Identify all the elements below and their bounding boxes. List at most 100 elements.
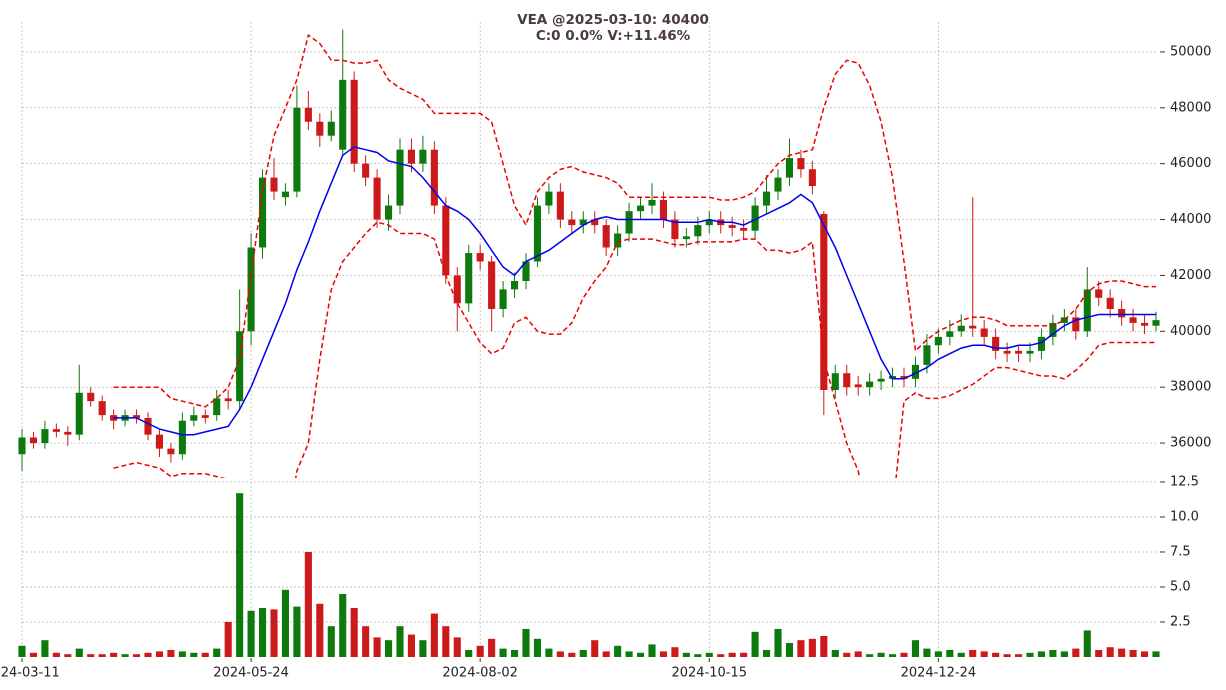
volume-bar [384,640,393,657]
volume-bar [866,654,874,657]
candle-body [178,420,186,455]
volume-bar [270,609,278,657]
candle-body [476,253,484,262]
volume-bar [877,652,885,657]
candle-body [1095,289,1103,298]
volume-bar [110,652,118,657]
x-tick-label: 2024-08-02 [442,666,518,681]
y-tick-label: 12.5 [1170,474,1199,489]
candle-body [682,236,690,240]
candle-body [327,121,335,136]
volume-bar [636,652,645,657]
volume-bar [533,638,542,657]
candle-body [1152,320,1160,326]
candle-body [362,163,370,178]
candle-body [339,79,347,150]
volume-bar [476,645,484,657]
volume-bar [499,648,507,657]
volume-bar [1037,651,1046,657]
volume-bar [201,652,209,657]
candle-body [87,392,95,402]
volume-bar [946,649,954,657]
volume-bar [614,645,622,657]
volume-bar [350,607,358,657]
axes-layer: 36000 38000 40000 42000 44000 46000 48000 50000… [0,44,1211,680]
candle-body [144,417,152,435]
volume-bar [808,638,816,657]
volume-bar [178,651,186,657]
volume-bar [510,649,519,657]
y-tick-label: 2.5 [1170,614,1191,629]
volume-bar [213,648,221,657]
candle-body [980,328,988,337]
candle-body [740,227,748,231]
volume-bar [957,652,965,657]
volume-bar [362,626,370,657]
candle-body [923,345,931,365]
volume-bar [18,645,26,657]
candle-body [190,415,198,421]
volume-bar [247,610,255,657]
candle-body [373,177,381,220]
volume-bar [430,613,438,657]
volume-bar [648,644,656,657]
volume-bar [453,637,461,657]
candle-body [64,431,72,435]
candle-body [213,398,221,416]
candle-body [774,177,782,192]
candle-body [820,213,828,390]
candle-body [293,107,301,192]
x-tick-label: 2024-10-15 [671,666,747,681]
volume-bar [980,651,988,657]
volume-bar [1118,648,1126,657]
volume-bar [888,654,897,657]
y-tick-label: 46000 [1170,156,1211,171]
volume-bar [407,634,416,657]
candle-body [1083,289,1091,332]
candle-body [568,219,576,226]
volume-bar [1152,651,1160,657]
candle-body [831,373,839,390]
candle-body [900,376,908,379]
candle-body [281,191,290,198]
candle-body [167,448,175,455]
volume-bar [1072,648,1080,657]
candle-body [911,364,920,379]
candle-body [41,429,49,444]
volume-bar [281,589,290,657]
volume-bar [625,651,633,657]
candle-body [453,275,461,304]
candle-body [1060,317,1068,323]
candle-body [29,437,38,444]
candle-body [808,169,816,187]
volume-bar [785,642,794,657]
volume-bar [843,652,851,657]
candle-body [533,205,542,262]
volume-bar [29,652,38,657]
volume-bar [465,649,473,657]
volume-bar [797,640,805,657]
candle-body [1014,350,1023,354]
volume-bar [1060,651,1068,657]
y-tick-label: 10.0 [1170,509,1199,524]
candle-body [488,261,496,309]
candle-body [659,199,668,220]
band-line [113,146,1156,436]
volume-bar [327,626,335,657]
x-tick-label: 2024-05-24 [213,666,289,681]
volume-bar [659,651,668,657]
volume-bar [831,649,839,657]
volume-bar [236,493,244,657]
candle-body [762,191,771,206]
candle-body [18,437,26,455]
volume-bar [820,635,828,657]
y-tick-label: 5.0 [1170,579,1191,594]
candle-body [396,149,404,206]
volume-bar [190,652,198,657]
candle-body [934,336,942,346]
volume-bar [923,648,931,657]
y-tick-label: 40000 [1170,324,1211,339]
candle-body [132,415,141,418]
candle-body [671,219,679,240]
candle-body [1026,350,1034,354]
